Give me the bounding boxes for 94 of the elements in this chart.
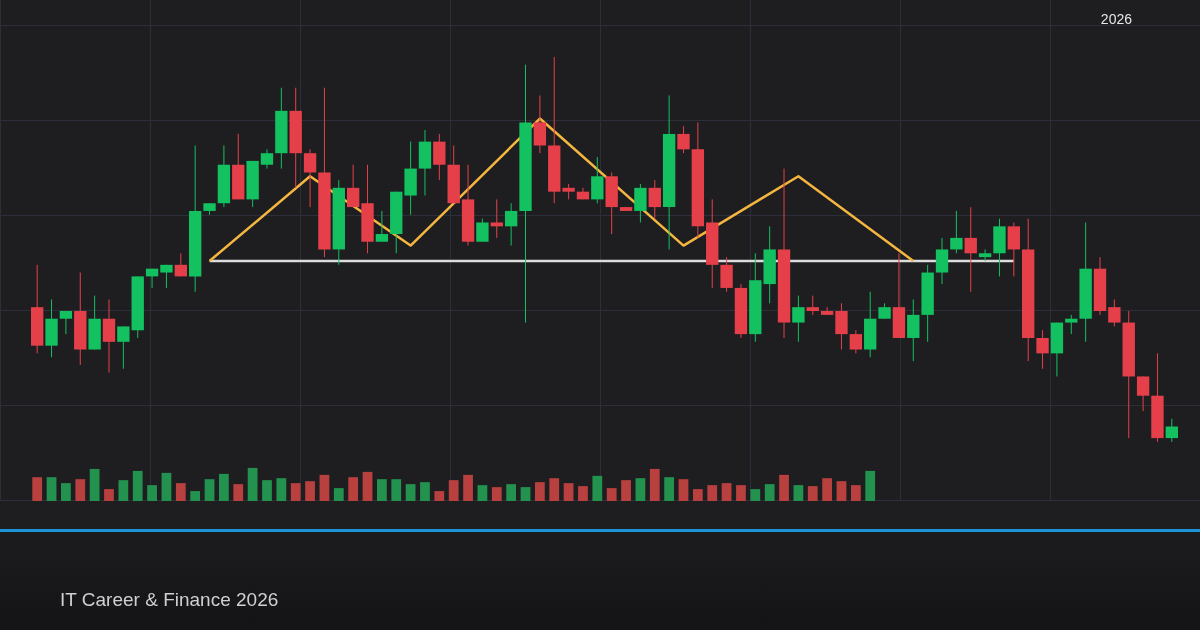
candlestick [59,310,73,335]
candlestick [849,329,863,354]
candlestick [978,248,992,262]
bar [592,475,603,501]
bar [61,483,71,501]
candlestick [950,210,963,254]
bar [850,485,861,501]
bar [807,486,818,501]
candlestick [476,218,489,243]
bar [219,473,229,501]
candlestick [806,295,819,316]
bar [779,474,789,501]
bar [104,489,114,501]
candlestick [964,206,977,293]
candlestick [677,125,690,154]
candlestick [1036,329,1049,370]
bar [736,485,746,501]
bar [175,483,186,501]
candlestick [907,298,920,362]
candlestick [820,306,834,316]
bar [46,477,57,501]
candlestick [1007,221,1021,277]
candlestick [1136,375,1150,412]
candlestick [375,210,389,243]
bar [319,474,330,501]
bar [377,479,387,501]
candlestick [835,302,848,351]
candlestick [648,179,661,220]
bar [448,480,459,501]
bar [290,483,301,501]
bar [649,468,660,501]
bar [520,487,531,501]
candlestick [792,295,805,343]
bar [348,477,359,501]
bar [233,484,244,501]
candlestick [303,148,317,208]
candlestick [346,164,360,208]
bar [865,470,876,501]
candlestick [102,298,116,374]
bar [549,478,560,501]
bar [190,491,201,501]
bar [89,468,100,501]
bar [707,485,718,501]
candlestick [490,198,503,239]
bar [161,472,172,501]
bar [793,485,804,501]
candlestick [634,183,647,223]
bar [147,485,157,501]
candlestick [935,237,949,285]
candlestick [260,148,274,170]
candlestick [117,325,130,370]
text: 2026 [1100,11,1132,27]
bar [32,477,43,501]
bar [405,484,416,501]
bar [822,478,832,501]
bar [333,488,344,501]
bar [692,489,703,501]
bar [463,474,473,501]
bar [434,491,445,501]
candlestick [1165,418,1178,443]
bar [563,483,574,501]
candlestick [1108,298,1121,327]
bar [621,480,631,501]
bar [721,483,732,501]
bar [578,486,588,501]
bar [764,484,775,501]
bar [664,477,675,501]
bar [276,478,287,501]
bar [204,479,215,501]
bar [391,479,402,501]
bar [750,489,761,501]
bar [247,467,258,501]
candlestick [433,133,446,181]
bar [118,480,129,501]
bar [678,479,689,501]
bar [362,471,373,501]
text: IT Career & Finance 2026 [60,589,279,611]
bar [420,482,430,501]
bar [491,487,502,501]
bar [477,485,488,501]
bar [305,481,315,501]
bar [132,470,143,501]
candlestick [1065,314,1078,335]
bar [836,481,847,501]
bar [262,480,272,501]
bar [534,482,545,501]
bar [506,484,517,501]
candlestick [720,256,733,293]
bar [606,488,617,501]
candlestick [504,202,518,247]
bar [75,479,86,501]
candlestick [533,94,547,154]
candlestick [591,156,604,204]
bar [635,478,646,501]
